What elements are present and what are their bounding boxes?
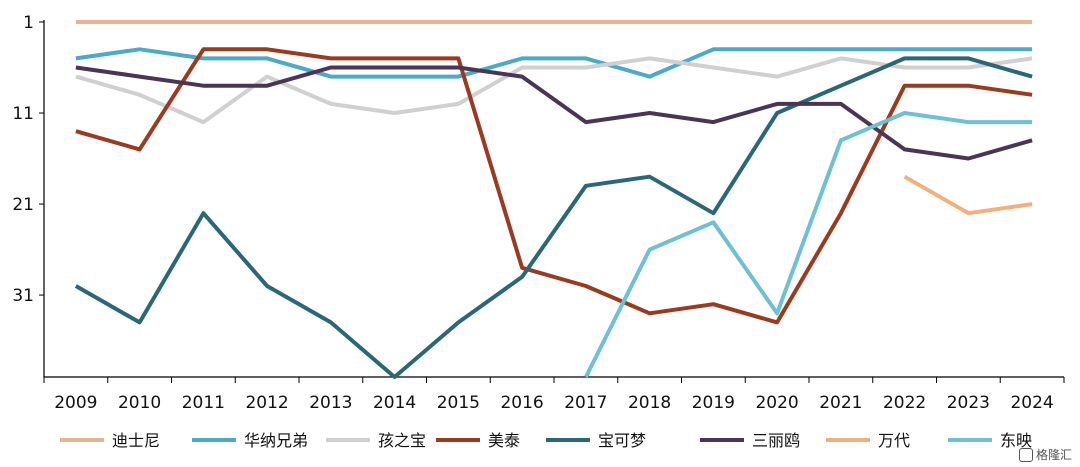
- series-7: [584, 111, 1033, 378]
- series-1: [75, 47, 1033, 79]
- series-line: [75, 47, 1033, 325]
- legend-label: 华纳兄弟: [244, 431, 308, 450]
- legend-label: 宝可梦: [598, 431, 646, 450]
- legend-label: 迪士尼: [112, 431, 160, 450]
- x-tick-label: 2012: [245, 393, 288, 413]
- watermark-logo-icon: [1018, 447, 1033, 462]
- x-tick-label: 2014: [373, 393, 416, 413]
- series-4: [74, 56, 1033, 379]
- y-tick-label: 31: [12, 286, 34, 306]
- legend-label: 三丽鸥: [752, 431, 800, 450]
- series-6: [903, 174, 1033, 216]
- chart-axes: [39, 20, 1065, 383]
- legend-label: 孩之宝: [378, 431, 426, 450]
- series-3: [75, 47, 1033, 325]
- x-tick-label: 2024: [1010, 393, 1053, 413]
- x-tick-label: 2018: [628, 393, 671, 413]
- series-line: [75, 56, 1033, 125]
- y-tick-label: 21: [12, 195, 34, 215]
- legend-label: 美泰: [488, 431, 520, 450]
- x-tick-label: 2011: [182, 393, 225, 413]
- chart-legend: 迪士尼 华纳兄弟 孩之宝 美泰 宝可梦 三丽鸥 万代 东映: [60, 431, 1032, 450]
- x-tick-label: 2009: [54, 393, 97, 413]
- x-tick-label: 2013: [309, 393, 352, 413]
- x-tick-label: 2023: [947, 393, 990, 413]
- tick-labels: 2009 2010 2011 2012 2013 2014 2015 2016 2017 2018…: [12, 13, 1053, 413]
- y-tick-label: 1: [23, 13, 34, 33]
- watermark: 格隆汇: [1018, 446, 1072, 463]
- legend-label: 万代: [878, 431, 910, 450]
- x-tick-label: 2017: [564, 393, 607, 413]
- x-tick-label: 2020: [755, 393, 798, 413]
- series-2: [75, 56, 1033, 125]
- watermark-text: 格隆汇: [1035, 448, 1072, 462]
- series-line: [75, 47, 1033, 79]
- series-line: [903, 174, 1033, 216]
- x-tick-label: 2015: [437, 393, 480, 413]
- x-tick-label: 2021: [819, 393, 862, 413]
- y-tick-label: 11: [12, 104, 34, 124]
- x-tick-label: 2022: [883, 393, 926, 413]
- series-line: [584, 111, 1033, 378]
- x-tick-label: 2010: [118, 393, 161, 413]
- x-tick-label: 2016: [500, 393, 543, 413]
- series-layer: [74, 20, 1033, 379]
- series-line: [74, 56, 1033, 379]
- legend-label: 东映: [1000, 431, 1032, 450]
- x-tick-label: 2019: [692, 393, 735, 413]
